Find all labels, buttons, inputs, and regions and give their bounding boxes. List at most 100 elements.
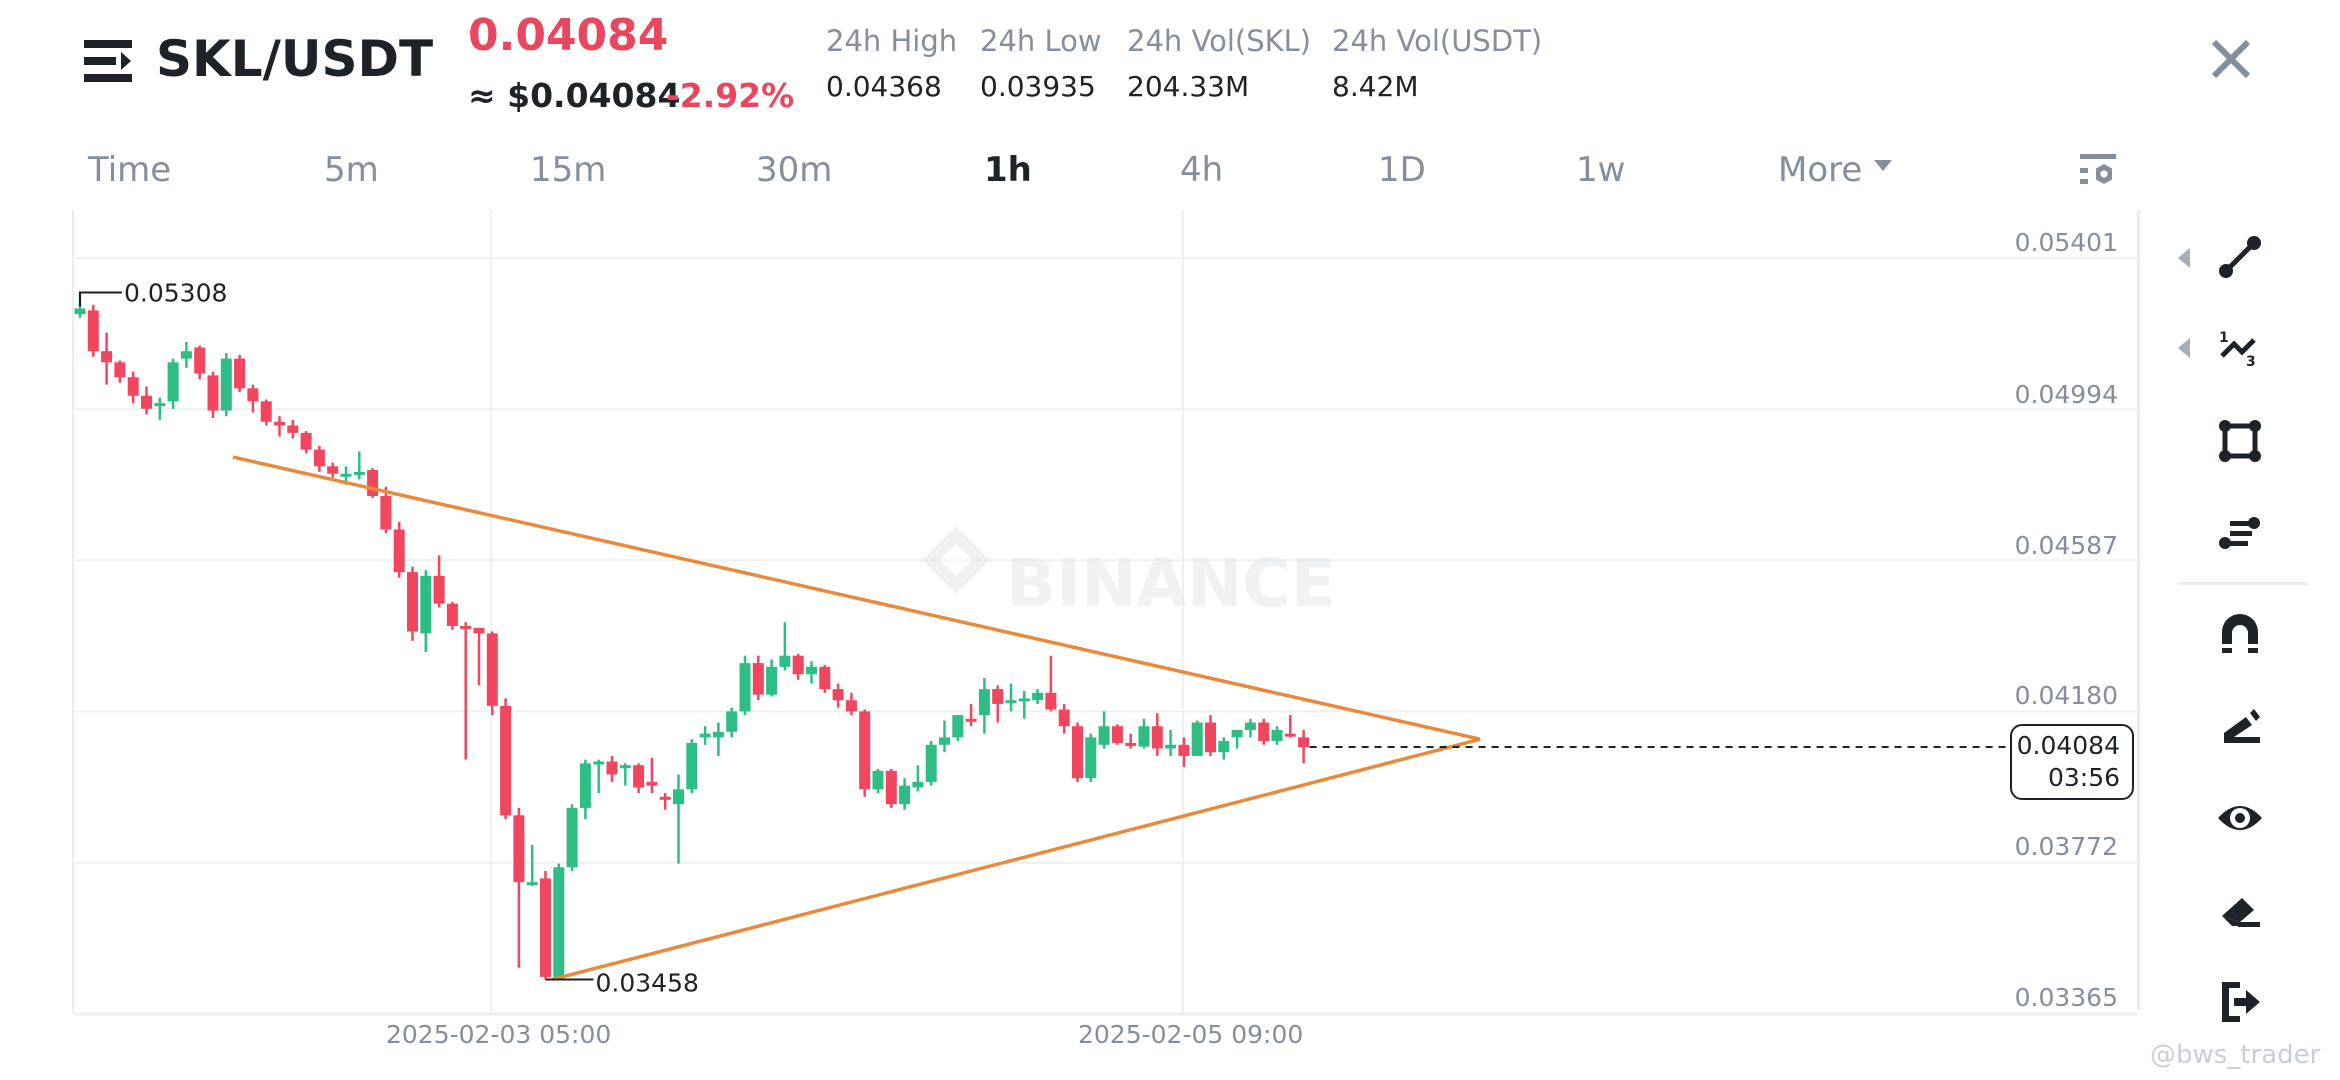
candle-body — [819, 666, 831, 690]
tab-1w[interactable]: 1w — [1576, 150, 1626, 190]
candle-body — [1191, 722, 1203, 756]
candle-body — [500, 705, 512, 816]
candle-body — [127, 377, 139, 396]
tab-time[interactable]: Time — [88, 150, 172, 190]
tab-more[interactable]: More — [1778, 150, 1893, 190]
stat-value: 0.04368 — [826, 70, 942, 103]
toolbar-separator — [2178, 582, 2308, 585]
stat-24h-vol-skl: 24h Vol(SKL) 204.33M — [1127, 24, 1311, 103]
candle-body — [540, 878, 551, 977]
candle-body — [167, 362, 179, 402]
candle-body — [194, 347, 206, 374]
candle-body — [699, 733, 711, 738]
stat-24h-low: 24h Low 0.03935 — [980, 24, 1102, 103]
candle-body — [180, 351, 192, 359]
candle-body — [473, 627, 485, 634]
stat-value: 204.33M — [1127, 70, 1250, 103]
candle-body — [1018, 698, 1030, 702]
candle-body — [1072, 726, 1083, 779]
max-price-label: 0.05308 — [124, 279, 227, 308]
candle-body — [806, 666, 817, 675]
candle-body — [1032, 692, 1044, 701]
candle-body — [553, 867, 565, 977]
time-tick: 2025-02-03 05:00 — [386, 1020, 612, 1049]
stat-label: 24h Vol(USDT) — [1332, 24, 1543, 58]
approx-usd-price: ≈ $0.04084 — [468, 76, 681, 115]
candle-body — [1085, 737, 1097, 779]
price-tick: 0.04994 — [2014, 380, 2118, 409]
candle-body — [1111, 726, 1123, 743]
candle-body — [247, 388, 259, 402]
stat-value: 0.03935 — [980, 70, 1096, 103]
eraser-icon[interactable] — [2212, 882, 2268, 938]
candle-body — [965, 718, 977, 722]
candle-body — [420, 575, 432, 634]
candle-body — [673, 789, 684, 805]
tab-1d[interactable]: 1D — [1378, 150, 1426, 190]
price-tick: 0.04587 — [2014, 531, 2118, 560]
candle-body — [912, 781, 924, 788]
candle-body — [779, 655, 791, 667]
exit-icon[interactable] — [2212, 974, 2268, 1030]
candle-body — [1138, 726, 1150, 747]
candle-body — [1178, 744, 1190, 756]
candle-body — [1098, 726, 1110, 745]
min-price-label: 0.03458 — [596, 968, 699, 997]
price-tick: 0.03365 — [2014, 983, 2118, 1012]
eye-icon[interactable] — [2212, 790, 2268, 846]
submenu-arrow-icon[interactable] — [2178, 248, 2190, 268]
more-label: More — [1778, 150, 1863, 190]
tab-30m[interactable]: 30m — [756, 150, 833, 190]
pencil-icon[interactable] — [2212, 699, 2268, 755]
candle-body — [460, 625, 472, 629]
trend-line-icon[interactable] — [2212, 229, 2268, 285]
price-tick: 0.03772 — [2014, 832, 2118, 861]
candle-body — [712, 731, 724, 738]
candle-body — [899, 785, 911, 805]
stat-24h-vol-usdt: 24h Vol(USDT) 8.42M — [1332, 24, 1542, 103]
candle-body — [407, 572, 418, 632]
tab-15m[interactable]: 15m — [530, 150, 607, 190]
submenu-arrow-icon[interactable] — [2178, 338, 2190, 358]
trendline-descending-resistance — [232, 455, 1481, 741]
candle-body — [739, 663, 751, 712]
candle-body — [513, 815, 525, 883]
credit-watermark: @bws_trader — [2150, 1040, 2321, 1070]
close-icon[interactable] — [2208, 36, 2254, 82]
candle-body — [260, 401, 272, 422]
max-price-marker — [79, 291, 122, 307]
chart-settings-icon[interactable] — [2078, 152, 2118, 192]
candle-body — [1284, 733, 1296, 737]
candle-body — [593, 761, 605, 765]
current-price-value: 0.04084 — [2016, 731, 2120, 760]
trading-pair-title[interactable]: SKL/USDT — [156, 30, 434, 88]
candle-body — [380, 496, 392, 530]
svg-text:1: 1 — [2219, 330, 2229, 346]
parallel-lines-icon[interactable] — [2212, 506, 2268, 562]
tab-5m[interactable]: 5m — [324, 150, 379, 190]
candle-body — [274, 421, 285, 426]
rectangle-icon[interactable] — [2212, 413, 2268, 469]
candle-body — [1125, 742, 1137, 746]
tab-1h[interactable]: 1h — [984, 150, 1032, 190]
magnet-icon[interactable] — [2212, 606, 2268, 662]
candle-body — [353, 471, 365, 475]
price-change-percent: -2.92% — [666, 76, 795, 115]
caret-down-icon — [1874, 160, 1893, 171]
candle-body — [340, 473, 352, 477]
fibonacci-icon[interactable]: 1 3 — [2212, 320, 2268, 376]
candle-body — [446, 603, 458, 626]
tab-4h[interactable]: 4h — [1180, 150, 1224, 190]
menu-arrow-icon[interactable] — [84, 36, 134, 86]
candle-body — [433, 575, 445, 604]
candle-body — [978, 689, 990, 716]
candle-body — [686, 742, 698, 790]
candle-body — [1165, 744, 1177, 749]
candle-body — [845, 700, 857, 712]
time-tick: 2025-02-05 09:00 — [1078, 1020, 1304, 1049]
candle-body — [792, 655, 804, 675]
candle-body — [1298, 737, 1310, 748]
candle-body — [752, 663, 764, 695]
stat-label: 24h Low — [980, 24, 1102, 58]
candle-body — [766, 666, 778, 695]
